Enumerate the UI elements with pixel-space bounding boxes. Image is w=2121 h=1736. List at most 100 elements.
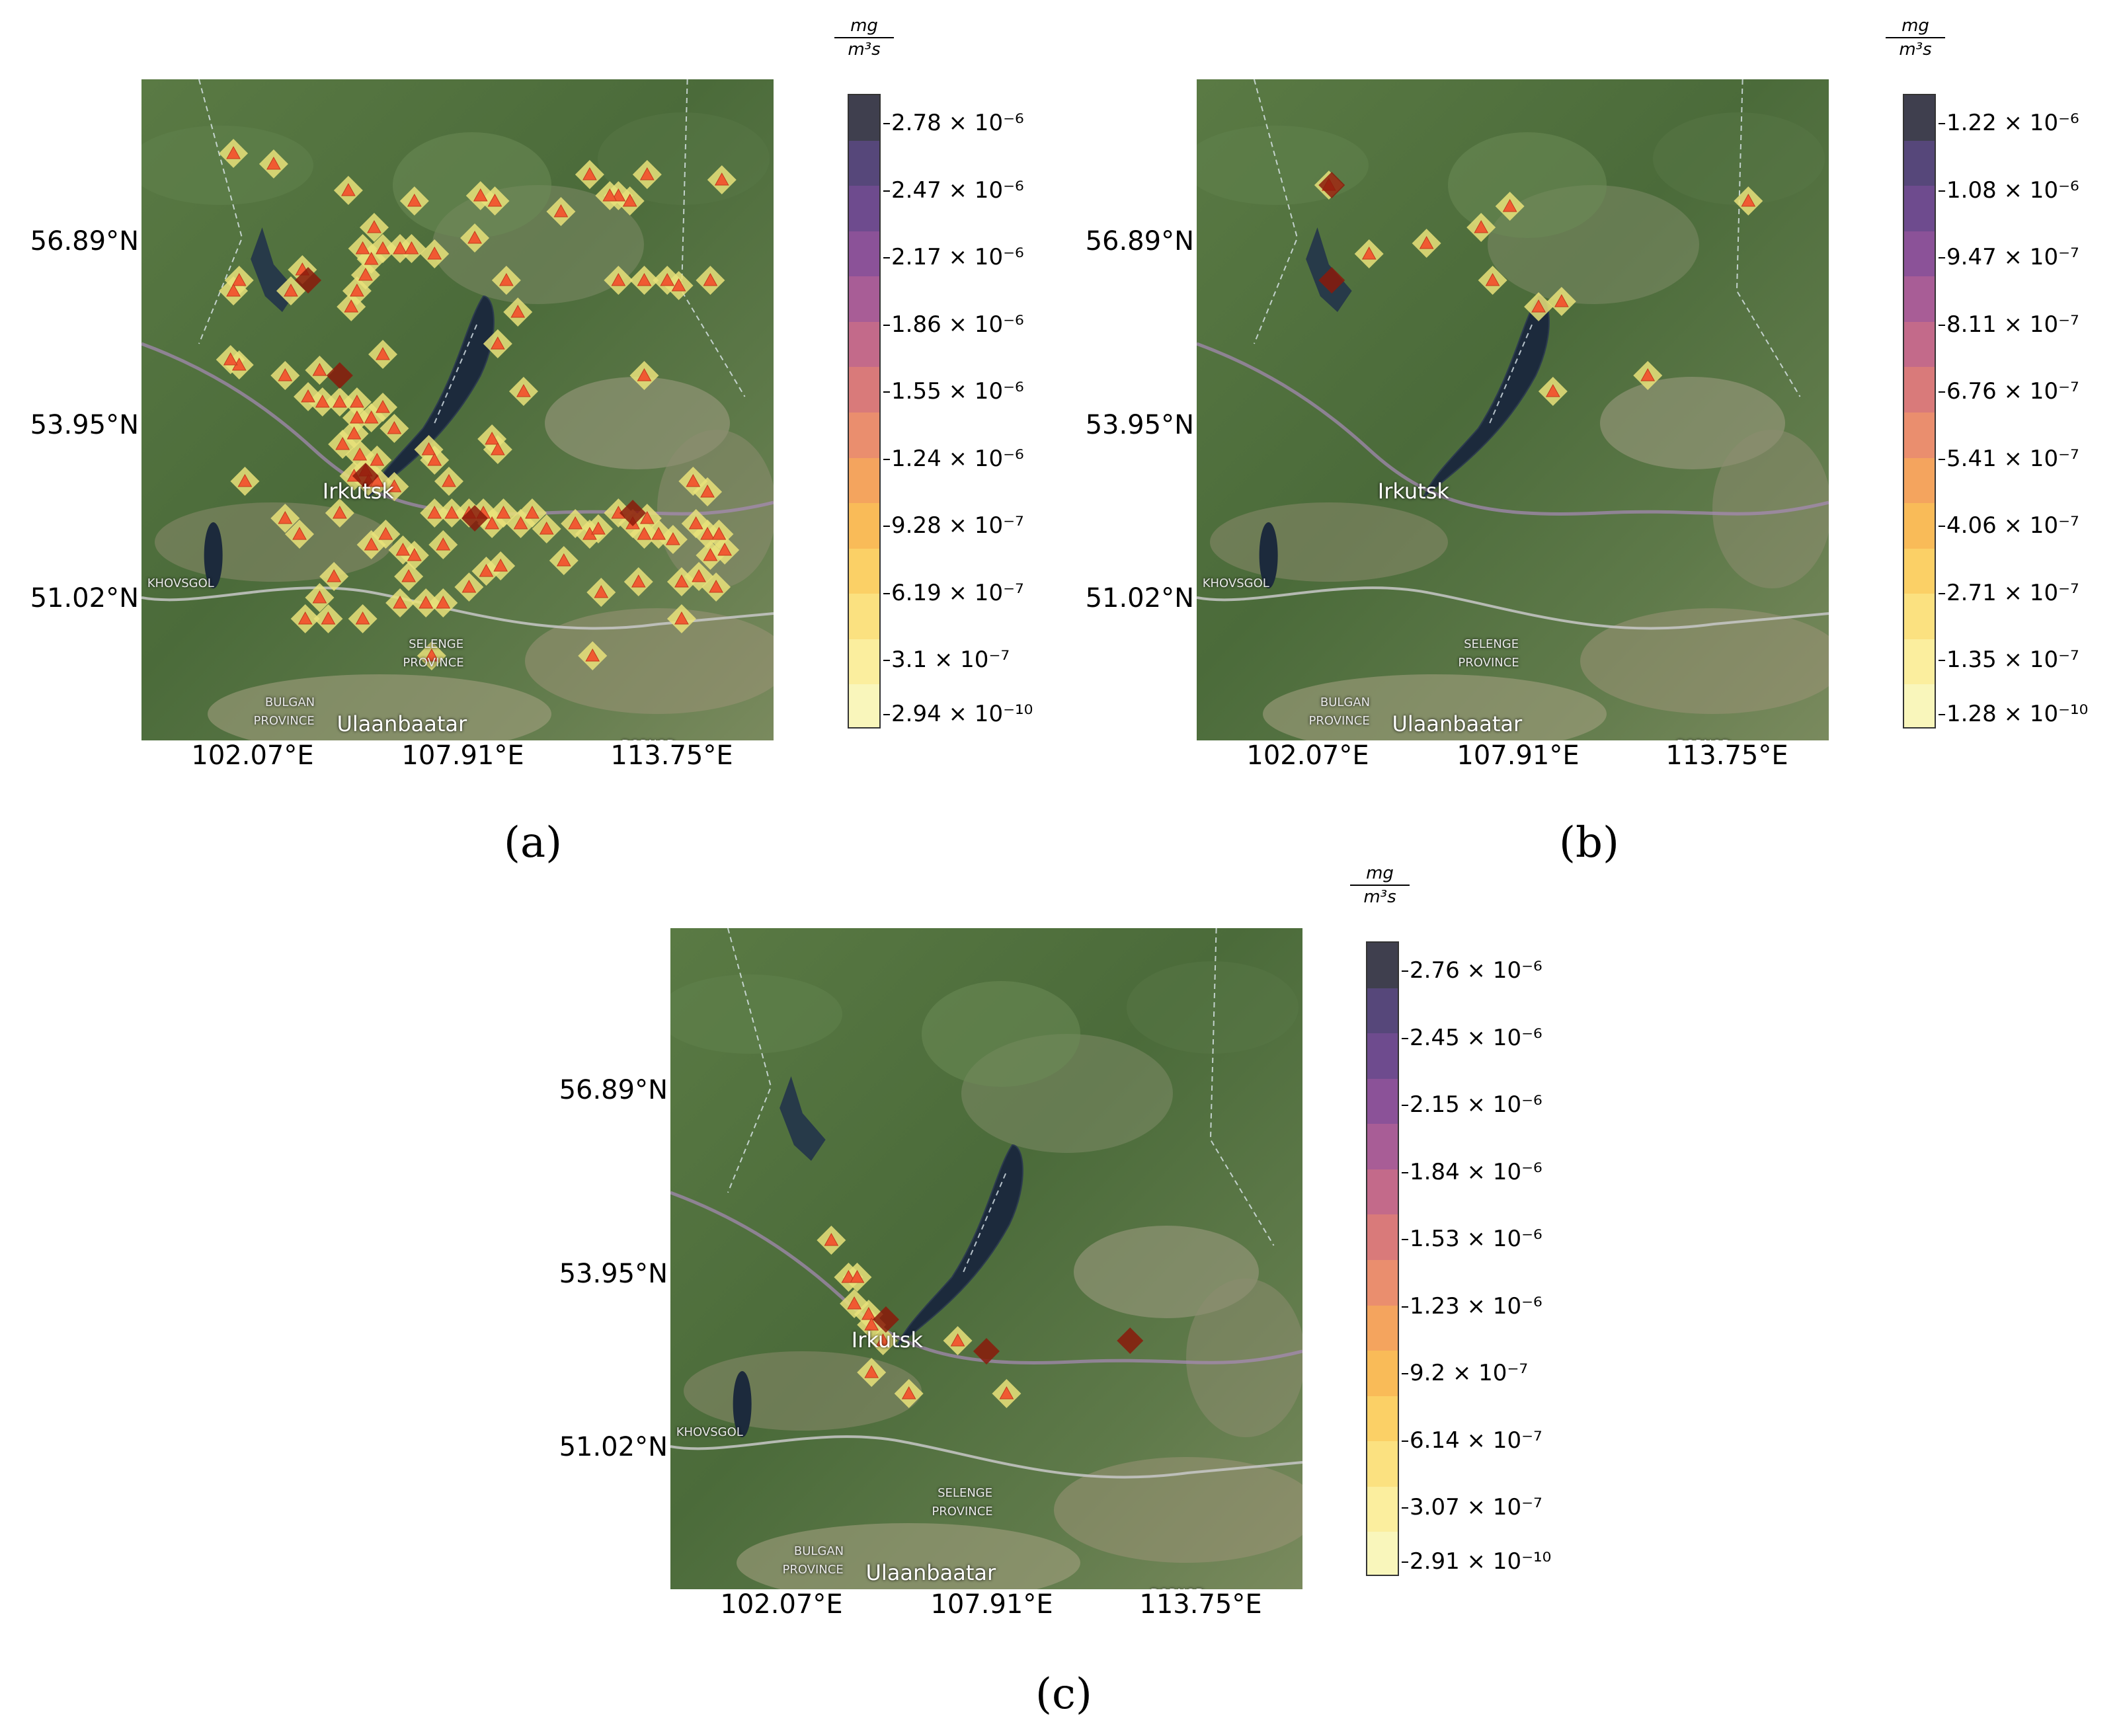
fire-marker	[332, 394, 347, 408]
fire-marker	[525, 505, 540, 519]
fire-marker	[639, 167, 655, 180]
fire-marker	[358, 267, 373, 281]
fire-marker	[442, 473, 456, 487]
fire-marker	[493, 558, 508, 572]
colorbar-segment	[1367, 1259, 1398, 1306]
colorbar-tick-label: 2.78 × 10⁻⁶	[883, 110, 1024, 136]
colorbar-segment	[849, 457, 879, 504]
colorbar-tick-label: 2.91 × 10⁻¹⁰	[1402, 1548, 1551, 1575]
fire-marker	[278, 510, 293, 524]
fire-marker	[278, 368, 293, 381]
map-a: Irkutsk Ulaanbaatar KHOVSGOL SELENGE PROVINC…	[141, 79, 774, 740]
colorbar-tick-text: 2.15 × 10⁻⁶	[1410, 1091, 1542, 1119]
colorbar-tick-mark	[883, 526, 890, 528]
colorbar-tick-mark	[883, 123, 890, 124]
place-bulgan-2: PROVINCE	[253, 714, 315, 728]
colorbar-tick-mark	[883, 660, 890, 662]
colorbar-tick-text: 1.28 × 10⁻¹⁰	[1946, 701, 2089, 727]
fire-marker	[355, 241, 370, 255]
fire-marker	[490, 442, 505, 455]
colorbar-tick-text: 9.2 × 10⁻⁷	[1410, 1360, 1529, 1387]
colorbar-unit-b: mg m³s	[1886, 16, 1945, 59]
colorbar-segment	[1904, 140, 1935, 186]
lat-tick-c-3: 51.02°N	[559, 1432, 668, 1462]
fire-marker	[709, 579, 723, 593]
fire-marker	[539, 521, 554, 535]
unit-numerator: mg	[1350, 863, 1410, 886]
fire-marker	[700, 526, 715, 540]
region-border	[141, 342, 774, 516]
colorbar-tick-mark	[883, 324, 890, 326]
fire-marker	[591, 521, 606, 535]
colorbar-tick-mark	[1939, 592, 1945, 594]
colorbar-segment	[849, 684, 879, 727]
colorbar-tick-label: 5.41 × 10⁻⁷	[1939, 446, 2079, 472]
colorbar-tick-mark	[1939, 526, 1945, 528]
lake-khovsgol	[1259, 522, 1278, 588]
fire-marker	[611, 272, 626, 286]
fire-marker	[370, 452, 385, 466]
fire-marker	[674, 611, 689, 625]
colorbar-tick-label: 2.71 × 10⁻⁷	[1939, 580, 2079, 606]
lon-tick-a-1: 102.07°E	[191, 740, 314, 771]
colorbar-tick-mark	[883, 391, 890, 393]
colorbar-segment	[1904, 186, 1935, 231]
terrain-patch	[1448, 132, 1607, 238]
fire-marker	[321, 611, 336, 625]
fire-marker	[473, 188, 488, 202]
lat-tick-a-1: 56.89°N	[30, 226, 139, 256]
fire-marker	[332, 505, 347, 519]
fire-marker	[1554, 294, 1569, 307]
fire-marker	[850, 1269, 865, 1283]
fire-marker	[427, 505, 442, 519]
hotspot-marker	[1318, 172, 1345, 198]
fire-marker	[350, 394, 364, 408]
colorbar-segment	[1367, 1305, 1398, 1351]
fire-marker	[703, 547, 718, 561]
place-irkutsk: Irkutsk	[322, 479, 394, 504]
colorbar-tick-mark	[883, 714, 890, 715]
caption-c: (c)	[1035, 1670, 1092, 1719]
reservoir	[1306, 227, 1352, 312]
fire-marker	[485, 516, 499, 530]
colorbar-tick-text: 1.55 × 10⁻⁶	[891, 378, 1024, 405]
unit-numerator: mg	[1886, 16, 1945, 38]
emission-markers	[1318, 172, 1756, 397]
fire-marker	[312, 362, 327, 376]
map-canvas	[141, 79, 774, 740]
fire-marker	[419, 595, 434, 609]
terrain-patch	[1186, 1279, 1302, 1437]
fire-marker	[376, 346, 390, 360]
terrain-patch	[1263, 674, 1607, 740]
fire-marker	[700, 484, 715, 498]
colorbar-a	[848, 94, 881, 729]
terrain-patch	[1712, 430, 1829, 588]
fire-marker	[686, 473, 701, 487]
lat-tick-c-2: 53.95°N	[559, 1259, 668, 1289]
fire-marker	[1474, 219, 1489, 233]
colorbar-segment	[1367, 1532, 1398, 1575]
colorbar-tick-mark	[883, 190, 890, 192]
fire-marker	[637, 368, 652, 381]
fire-marker	[407, 193, 422, 207]
colorbar-tick-text: 1.84 × 10⁻⁶	[1410, 1158, 1542, 1185]
fire-marker	[717, 542, 732, 556]
hotspot-marker	[620, 500, 647, 526]
lat-tick-b-3: 51.02°N	[1085, 583, 1194, 613]
fire-marker	[421, 442, 436, 455]
map-b: Irkutsk Ulaanbaatar KHOVSGOL SELENGE PROVINC…	[1197, 79, 1829, 740]
fire-marker	[393, 595, 407, 609]
colorbar-segment	[1367, 943, 1398, 988]
fire-marker	[284, 283, 298, 297]
fire-marker	[335, 436, 350, 450]
place-selenge-2: PROVINCE	[932, 1505, 993, 1519]
colorbar-tick-text: 1.24 × 10⁻⁶	[891, 445, 1024, 472]
colorbar-segment	[849, 276, 879, 322]
colorbar-tick-label: 2.17 × 10⁻⁶	[883, 244, 1024, 270]
colorbar-tick-text: 3.1 × 10⁻⁷	[891, 647, 1010, 674]
fire-marker	[674, 574, 689, 588]
colorbar-segment	[1904, 276, 1935, 322]
colorbar-tick-mark	[883, 458, 890, 460]
colorbar-tick-text: 9.28 × 10⁻⁷	[891, 512, 1024, 539]
lat-tick-c-1: 56.89°N	[559, 1075, 668, 1105]
